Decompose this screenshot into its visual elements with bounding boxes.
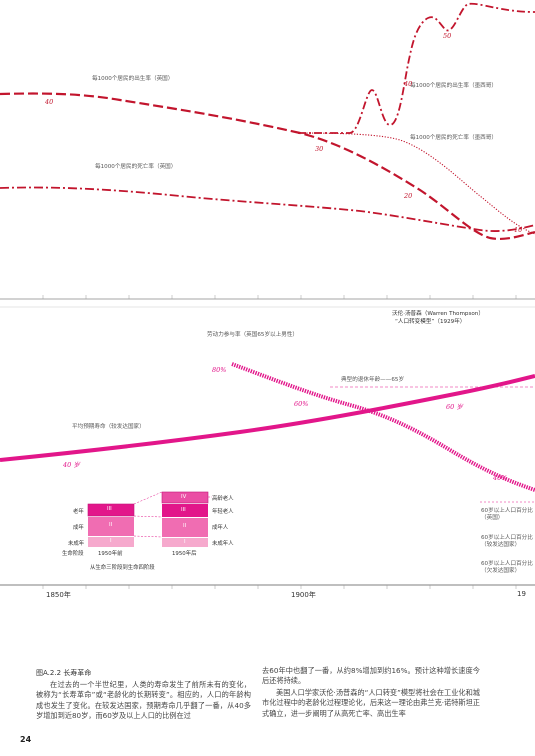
thompson-line1: 沃伦·汤普森（Warren Thompson） [392, 311, 484, 317]
value-80pct: 80% [212, 366, 227, 374]
label-death-uk: 每1000个居民的死亡率（英国） [95, 164, 177, 170]
uk-birth-rate-line [0, 92, 535, 240]
post-roman-2: II [183, 523, 187, 529]
label-life-expectancy: 平均预期寿命（较发达国家） [72, 424, 145, 430]
post-roman-4: IV [181, 494, 187, 500]
value-20: 20 [404, 192, 413, 200]
row-label-old: 老年 [73, 509, 84, 515]
value-60-years: 60 岁 [446, 403, 463, 411]
pre-1950-boxes [87, 503, 135, 547]
label-retirement-age: 典型的退休年龄——65岁 [341, 377, 405, 383]
value-40pct: 40% [493, 474, 508, 482]
pre-roman-2: II [109, 522, 113, 528]
right-label-young-old: 年轻老人 [212, 509, 234, 515]
pre-roman-1: I [110, 538, 112, 544]
pct-developed-line2: （较发达国家） [481, 542, 521, 548]
row-label-minor: 未成年 [68, 541, 85, 547]
row-label-adult: 成年 [73, 525, 84, 531]
right-label-minor: 未成年人 [212, 541, 234, 547]
value-40-uk-birth: 40 [45, 98, 54, 106]
body-column-1: 在过去的一个半世纪里，人类的寿命发生了前所未有的变化，被称为“长寿革命”或“老龄… [36, 680, 251, 721]
box-connectors [133, 491, 212, 538]
value-50: 50 [443, 32, 452, 40]
post-roman-3: III [181, 507, 186, 513]
boxes-subtitle: 从生命三阶段到生命四阶段 [90, 565, 155, 571]
page-number: 24 [20, 735, 32, 744]
label-labor-participation: 劳动力参与率（英国65岁以上男性） [207, 332, 299, 338]
mexico-birth-rate-line [298, 2, 535, 134]
figure-caption: 图A.2.2 长寿革命 [36, 669, 92, 677]
mexico-death-rate-line [297, 132, 535, 235]
pct-less-developed-line1: 60岁以上人口百分比 [481, 561, 533, 567]
axis-year-1900: 1900年 [291, 591, 316, 599]
value-40-years: 40 岁 [63, 461, 80, 469]
pct-less-developed-line2: （欠发达国家） [481, 568, 521, 574]
value-40-mexico-birth: 40 [404, 80, 413, 88]
value-10: 10 [514, 226, 523, 234]
axis-year-19: 19 [517, 590, 526, 598]
labor-participation-line [231, 362, 535, 492]
pct-developed-line1: 60岁以上人口百分比 [481, 535, 533, 541]
axis-year-1850: 1850年 [46, 591, 71, 599]
pct-uk-line2: （英国） [481, 515, 504, 521]
right-label-oldest: 高龄老人 [212, 496, 234, 502]
right-label-adult: 成年人 [212, 525, 229, 531]
pre-1950-year: 1950年前 [98, 551, 123, 557]
life-expectancy-line [0, 374, 535, 462]
label-death-mexico: 每1000个居民的死亡率（墨西哥） [410, 135, 497, 141]
body-column-2-para2: 美国人口学家沃伦·汤普森的“人口转变”模型将社会在工业化和城市化过程中的老龄化过… [262, 688, 480, 718]
label-birth-mexico: 每1000个居民的出生率（墨西哥） [410, 83, 497, 89]
pct-uk-line1: 60岁以上人口百分比 [481, 508, 533, 514]
post-1950-year: 1950年后 [172, 551, 197, 557]
post-roman-1: I [184, 539, 186, 545]
uk-death-rate-line [0, 186, 535, 232]
value-60pct: 60% [294, 400, 309, 408]
thompson-line2: “人口转变模型”（1929年） [395, 319, 466, 325]
post-1950-boxes [161, 491, 209, 547]
row-label-life-stage: 生命阶段 [62, 551, 84, 557]
body-column-2-para1: 去60年中也翻了一番，从约8%增加到约16%。预计这种增长速度今后还将持续。 [262, 666, 480, 686]
axis-ticks [42, 295, 517, 589]
value-30: 30 [315, 145, 324, 153]
label-birth-uk: 每1000个居民的出生率（英国） [92, 76, 174, 82]
pre-roman-3: III [107, 506, 112, 512]
